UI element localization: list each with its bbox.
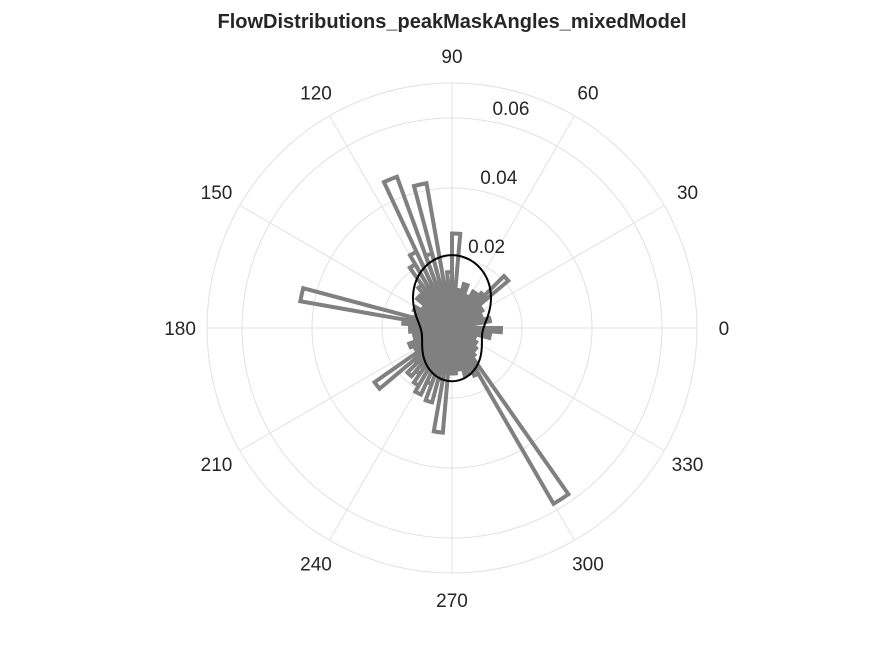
angle-tick-label: 300 [572, 555, 604, 576]
radial-tick-label: 0.02 [468, 237, 505, 258]
histogram-bar [450, 273, 512, 330]
angle-tick-labels: 0 30 60 90 120 150 180 210 240 270 300 330 [164, 47, 729, 612]
histogram-bar [450, 288, 479, 330]
radial-tick-label: 0.04 [480, 168, 517, 189]
histogram-core [436, 312, 468, 344]
histogram-bar [451, 326, 478, 342]
histogram-bar [451, 315, 493, 330]
histogram-bar [415, 282, 454, 330]
angle-tick-label: 120 [300, 83, 332, 104]
angle-grid-spoke [451, 205, 665, 329]
angle-tick-label: 30 [677, 183, 698, 204]
histogram-bar [381, 174, 454, 329]
model-curve [412, 254, 492, 383]
angle-tick-label: 330 [672, 455, 704, 476]
histogram-bar [420, 302, 454, 330]
histogram-bar [298, 285, 453, 330]
model-curve-line [412, 254, 492, 383]
histogram-bar [450, 326, 572, 507]
angle-tick-label: 60 [577, 83, 598, 104]
histogram-bar [412, 326, 454, 398]
histogram-bar [450, 327, 472, 378]
histogram-bar [450, 281, 471, 329]
angle-tick-label: 0 [719, 319, 730, 340]
histogram-bar [407, 249, 454, 329]
histogram-bar [411, 180, 454, 329]
histogram-bars [298, 174, 572, 507]
histogram-bar [431, 327, 454, 435]
angle-tick-label: 150 [201, 183, 233, 204]
histogram-bar [451, 312, 485, 330]
histogram-bar [450, 231, 463, 329]
histogram-bar [451, 326, 493, 341]
histogram-bar [450, 305, 486, 330]
radial-tick-label: 0.06 [492, 99, 529, 120]
histogram-bar [371, 326, 454, 392]
histogram-bar [407, 261, 454, 330]
histogram-bar [411, 326, 453, 341]
histogram-bar [444, 269, 454, 329]
histogram-bar [407, 326, 453, 334]
radial-tick-labels: 0.02 0.04 0.06 [468, 99, 529, 258]
histogram-bar [414, 293, 454, 330]
histogram-bar [450, 290, 487, 330]
angle-grid-spoke [451, 327, 665, 451]
angle-tick-label: 90 [441, 47, 462, 68]
angle-tick-label: 210 [201, 455, 233, 476]
chart-title: FlowDistributions_peakMaskAngles_mixedMo… [218, 11, 687, 33]
histogram-bar [406, 326, 453, 350]
histogram-bar [450, 326, 478, 360]
histogram-bar [450, 327, 459, 376]
histogram-bar [401, 317, 453, 330]
angle-tick-label: 270 [436, 591, 468, 612]
histogram-bar [423, 327, 454, 405]
histogram-bar [450, 326, 479, 354]
angle-tick-label: 240 [300, 555, 332, 576]
histogram-bar [451, 326, 504, 335]
histogram-bar [450, 326, 479, 347]
angle-tick-label: 180 [164, 319, 196, 340]
histogram-bar [404, 326, 454, 380]
